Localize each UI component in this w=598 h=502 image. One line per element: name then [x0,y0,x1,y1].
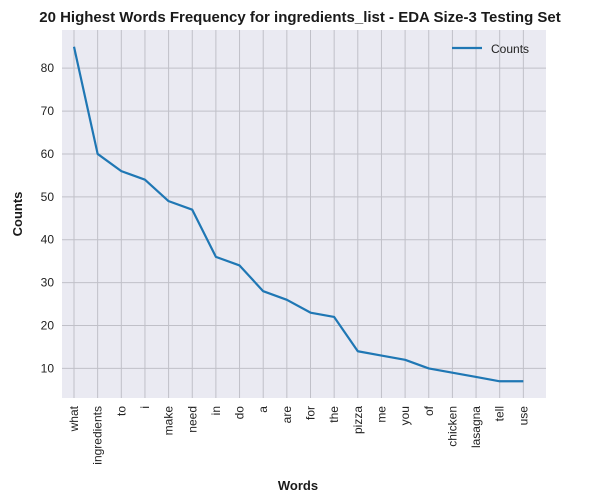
x-tick-label: for [304,406,318,420]
x-tick-label: of [422,405,436,416]
grid-lines [62,30,546,398]
y-axis-ticks: 10 20 30 40 50 60 70 80 [41,61,55,375]
y-tick-label: 60 [41,147,55,161]
x-axis-label: Words [278,478,318,493]
y-tick-label: 70 [41,104,55,118]
legend: Counts [452,42,529,56]
y-tick-label: 30 [41,276,55,290]
x-tick-label: make [162,406,176,436]
x-tick-label: what [67,405,81,432]
legend-label-counts: Counts [491,42,529,56]
x-axis-ticks: what ingredients to i make need in do a are for the… [67,405,530,464]
x-tick-label: lasagna [469,406,483,448]
y-tick-label: 10 [41,361,55,375]
chart-title: 20 Highest Words Frequency for ingredien… [39,9,561,26]
y-axis-label: Counts [10,192,25,237]
x-tick-label: i [138,406,152,409]
x-tick-label: chicken [445,406,459,447]
x-tick-label: in [209,406,223,415]
x-tick-label: me [374,406,388,423]
x-tick-label: a [256,406,270,413]
x-tick-label: ingredients [91,406,105,465]
y-tick-label: 40 [41,233,55,247]
x-tick-label: pizza [351,406,365,434]
x-tick-label: you [398,406,412,425]
x-tick-label: the [327,406,341,423]
x-tick-label: need [185,406,199,433]
x-tick-label: tell [493,406,507,421]
x-tick-label: to [114,406,128,416]
plot-area [62,30,546,398]
y-tick-label: 80 [41,61,55,75]
y-tick-label: 20 [41,319,55,333]
x-tick-label: are [280,406,294,424]
x-tick-label: do [233,406,247,420]
x-tick-label: use [516,406,530,426]
series-line-counts [72,46,524,383]
y-tick-label: 50 [41,190,55,204]
